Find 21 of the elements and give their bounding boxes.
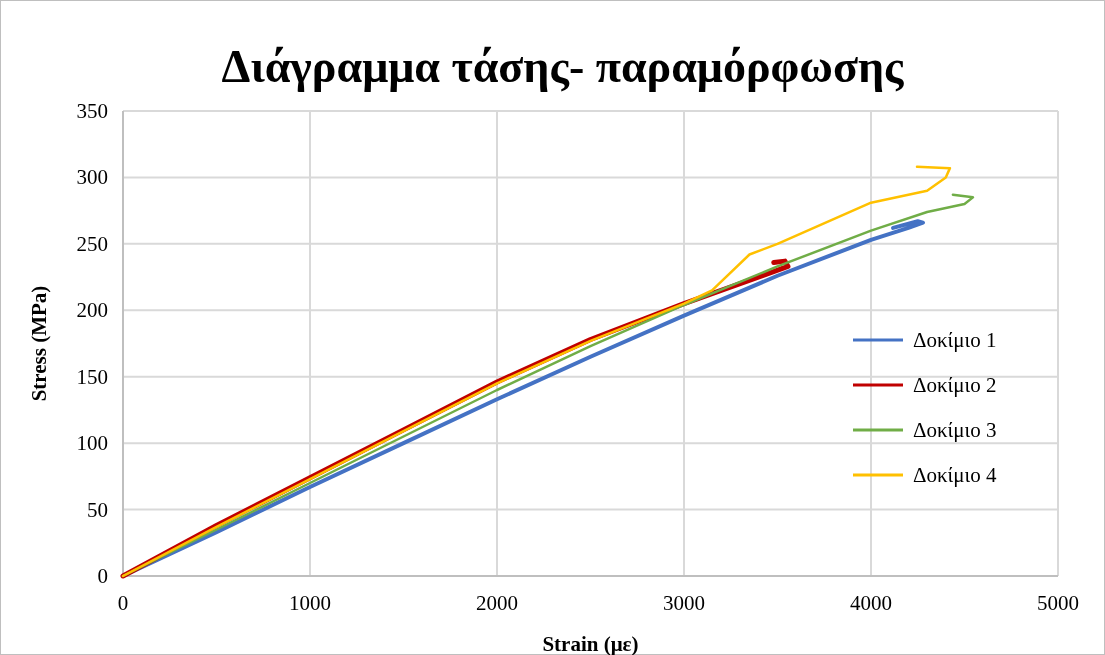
- legend-label: Δοκίμιο 2: [913, 373, 997, 397]
- x-tick-label: 1000: [289, 591, 331, 615]
- y-tick-label: 100: [76, 431, 108, 456]
- legend-label: Δοκίμιο 1: [913, 328, 997, 352]
- y-axis-title: Stress (MPa): [27, 285, 51, 402]
- x-tick-label: 0: [117, 591, 129, 615]
- legend-label: Δοκίμιο 3: [913, 418, 997, 442]
- y-tick-label: 300: [76, 165, 108, 190]
- y-tick-label: 0: [97, 564, 108, 588]
- y-tick-label: 250: [76, 231, 108, 256]
- x-tick-label: 5000: [1037, 591, 1079, 615]
- x-axis-title: Strain (με): [542, 632, 639, 655]
- x-tick-label: 2000: [476, 591, 518, 615]
- y-tick-label: 350: [76, 99, 108, 123]
- x-tick-label: 4000: [850, 591, 892, 615]
- x-tick-label: 3000: [663, 591, 705, 615]
- chart-title: Διάγραμμα τάσης- παραμόρφωσης: [221, 41, 905, 92]
- legend-label: Δοκίμιο 4: [913, 463, 997, 487]
- y-tick-label: 50: [87, 497, 108, 522]
- y-tick-label: 200: [76, 298, 108, 323]
- y-tick-label: 150: [76, 364, 108, 389]
